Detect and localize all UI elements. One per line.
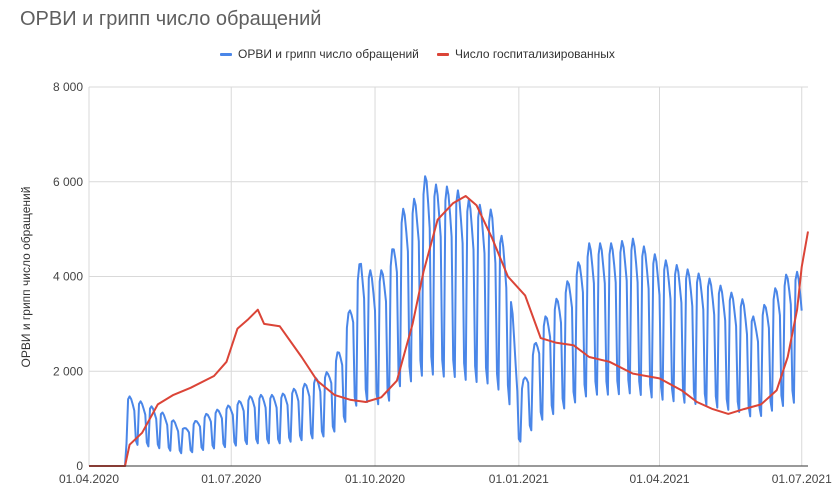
- y-tick-label: 6 000: [53, 175, 83, 189]
- y-axis-title: ОРВИ и грипп число обращений: [19, 187, 33, 368]
- legend-swatch-orvi: [220, 52, 232, 56]
- y-tick-label: 4 000: [53, 270, 83, 284]
- x-tick-label: 01.04.2020: [59, 472, 119, 486]
- grid-lines: [88, 86, 808, 466]
- series-lines: [89, 175, 809, 467]
- x-tick-label: 01.10.2020: [345, 472, 405, 486]
- chart-title: ОРВИ и грипп число обращений: [20, 8, 322, 30]
- chart-legend: ОРВИ и грипп число обращений Число госпи…: [0, 47, 835, 67]
- x-tick-label: 01.07.2020: [201, 472, 261, 486]
- x-tick-label: 01.07.2021: [772, 472, 832, 486]
- x-tick-label: 01.04.2021: [629, 472, 689, 486]
- axes: 0 2 000 4 000 6 000 8 000 01.04.2020 01.07.202…: [53, 80, 832, 486]
- series-line-0: [89, 175, 803, 467]
- legend-item-orvi[interactable]: ОРВИ и грипп число обращений: [220, 47, 419, 61]
- y-tick-label: 0: [76, 459, 83, 473]
- legend-label-hospitalized: Число госпитализированных: [455, 47, 615, 61]
- legend-item-hospitalized[interactable]: Число госпитализированных: [437, 47, 615, 61]
- series-line-1: [89, 195, 809, 467]
- x-tick-label: 01.01.2021: [489, 472, 549, 486]
- y-tick-label: 8 000: [53, 80, 83, 94]
- y-tick-label: 2 000: [53, 364, 83, 378]
- legend-swatch-hospitalized: [437, 52, 449, 56]
- legend-label-orvi: ОРВИ и грипп число обращений: [238, 47, 419, 61]
